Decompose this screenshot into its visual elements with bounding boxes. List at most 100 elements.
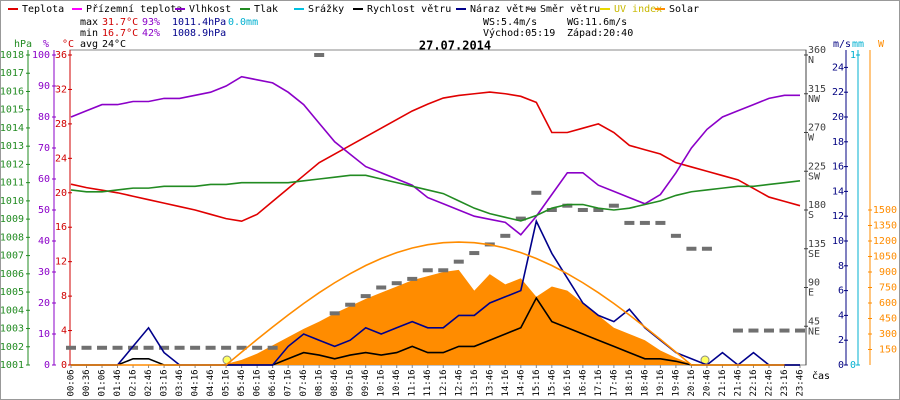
legend-label: Směr větru [540, 3, 600, 15]
wind-info: Západ:20:40 [567, 27, 633, 39]
y-tick-label: 70 [38, 143, 50, 154]
axis-title: % [43, 39, 49, 50]
y-tick-label: 750 [879, 283, 897, 294]
y-tick-label: 1350 [873, 221, 897, 232]
x-tick-label: 10:46 [392, 369, 402, 396]
dir-name-label: NW [808, 94, 821, 105]
wind-dir-point [190, 345, 201, 350]
wind-dir-point [608, 203, 619, 208]
dir-tick-label: 360 [808, 45, 826, 56]
x-tick-label: 15:16 [532, 369, 542, 396]
x-tick-label: 10:16 [377, 369, 387, 396]
x-tick-label: 17:46 [609, 369, 619, 396]
y-tick-label: 30 [38, 267, 50, 278]
y-tick-label: 12 [832, 211, 844, 222]
series-line [70, 91, 801, 223]
x-tick-label: 02:16 [129, 369, 139, 396]
x-tick-label: 05:46 [237, 369, 247, 396]
x-tick-label: 07:16 [284, 369, 294, 396]
x-tick-label: 22:46 [764, 369, 774, 396]
legend-label: Tlak [254, 4, 278, 15]
wind-dir-point [593, 208, 604, 212]
wind-dir-point [422, 268, 433, 273]
wind-dir-point [546, 208, 557, 212]
chart-title: 27.07.2014 [419, 39, 491, 53]
wind-dir-point [391, 281, 402, 286]
x-tick-label: 13:46 [485, 369, 495, 396]
x-tick-label: 13:16 [470, 369, 480, 396]
wind-dir-point [670, 233, 681, 238]
wind-dir-point [438, 268, 449, 273]
y-tick-label: 8 [838, 261, 844, 272]
y-tick-label: 1018 [0, 50, 24, 61]
wind-dir-point [376, 285, 387, 290]
y-tick-label: 10 [38, 329, 50, 340]
x-tick-label: 12:46 [454, 369, 464, 396]
x-tick-label: 21:46 [733, 369, 743, 396]
y-tick-label: 1009 [0, 214, 24, 225]
y-tick-label: 10 [832, 236, 844, 247]
y-tick-label: 1 [850, 50, 856, 61]
wind-dir-point [236, 345, 247, 350]
y-tick-label: 50 [38, 205, 50, 216]
legend-label: Srážky [308, 3, 344, 15]
wind-dir-point [407, 276, 418, 281]
legend-label: Solar [669, 4, 699, 15]
stat-value: 31.7°C [102, 17, 138, 28]
y-tick-label: 0 [850, 360, 856, 371]
solar-area [71, 269, 800, 365]
stat-value: 42% [142, 28, 160, 39]
dir-name-label: W [808, 133, 815, 144]
y-tick-label: 14 [832, 186, 844, 197]
axis-title: mm [852, 39, 864, 50]
x-tick-label: 03:46 [175, 369, 185, 396]
wind-dir-point [577, 208, 588, 212]
x-tick-label: 03:16 [160, 369, 170, 396]
x-tick-label: 09:46 [361, 369, 371, 396]
wind-dir-point [81, 345, 92, 350]
axis-title: hPa [14, 39, 32, 50]
axis-title: °C [62, 39, 74, 50]
dir-tick-label: 90 [808, 278, 820, 289]
wind-dir-point [252, 345, 263, 350]
dir-tick-label: 45 [808, 316, 820, 327]
y-tick-label: 900 [879, 267, 897, 278]
wind-dir-point [360, 294, 371, 299]
wind-dir-point [779, 328, 790, 333]
wind-dir-point [701, 246, 712, 251]
x-tick-label: 19:16 [656, 369, 666, 396]
y-tick-label: 1004 [0, 305, 24, 316]
y-tick-label: 600 [879, 298, 897, 309]
y-tick-label: 4 [838, 310, 844, 321]
wind-dir-point [748, 328, 759, 333]
stat-value: 1008.9hPa [172, 28, 226, 39]
y-tick-label: 1003 [0, 324, 24, 335]
dir-tick-label: 180 [808, 200, 826, 211]
y-tick-label: 22 [832, 87, 844, 98]
x-tick-label: 09:16 [346, 369, 356, 396]
x-tick-label: 20:16 [687, 369, 697, 396]
wind-info: WG:11.6m/s [567, 17, 627, 28]
dir-name-label: SW [808, 171, 821, 182]
wind-dir-point [732, 328, 743, 333]
y-tick-label: 20 [832, 112, 844, 123]
y-tick-label: 1007 [0, 251, 24, 262]
y-tick-label: 0 [61, 360, 67, 371]
wind-dir-point [159, 345, 170, 350]
dir-tick-label: 225 [808, 161, 826, 172]
dir-tick-label: 135 [808, 239, 826, 250]
y-tick-label: 90 [38, 81, 50, 92]
wind-dir-point [329, 311, 340, 316]
x-tick-label: 05:16 [222, 369, 232, 396]
x-tick-label: 16:16 [563, 369, 573, 396]
x-tick-label: 00:06 [67, 369, 77, 396]
x-tick-label: 08:16 [315, 369, 325, 396]
y-tick-label: 1006 [0, 269, 24, 280]
wind-dir-point [66, 345, 76, 350]
stat-value: 16.7°C [102, 28, 138, 39]
wind-dir-point [639, 220, 650, 225]
y-tick-label: 150 [879, 345, 897, 356]
x-axis-label: čas [812, 370, 830, 382]
wind-dir-point [500, 233, 511, 238]
wind-dir-point [453, 259, 464, 264]
